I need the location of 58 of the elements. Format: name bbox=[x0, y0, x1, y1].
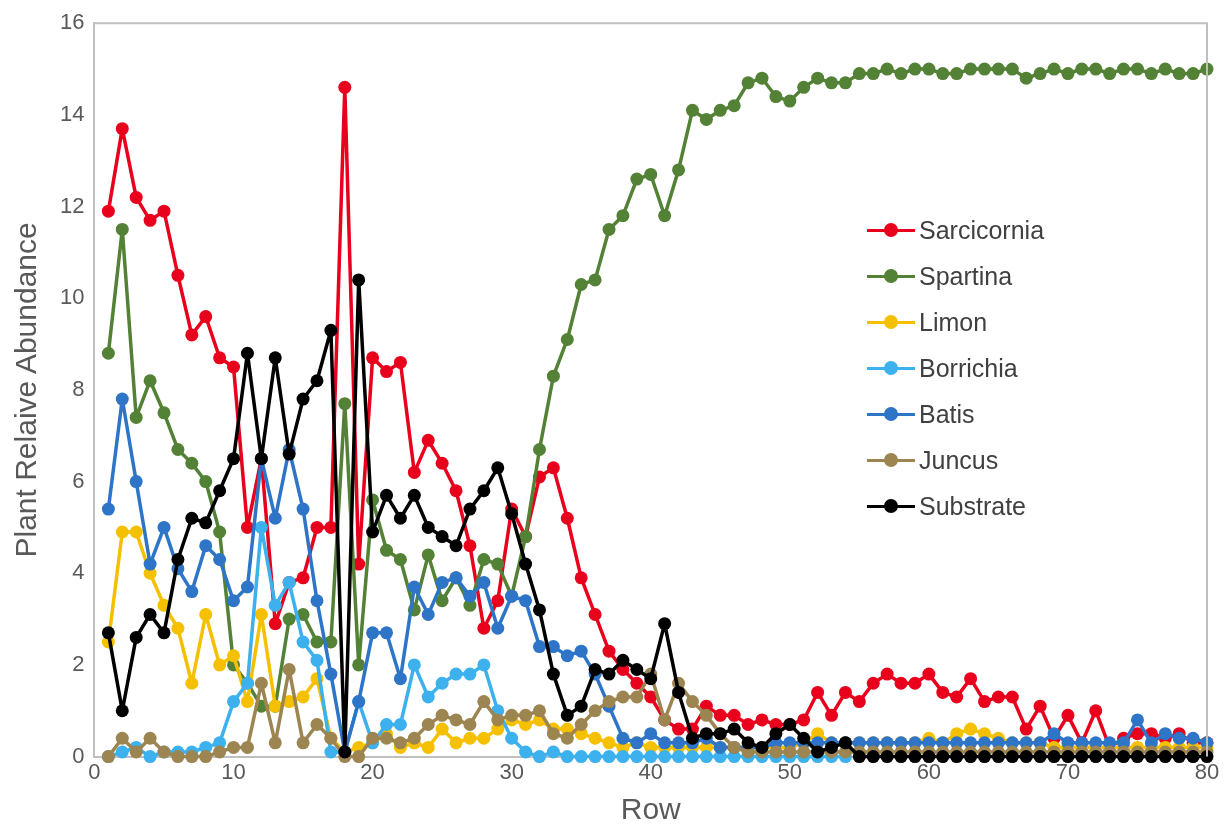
y-tick-label: 2 bbox=[72, 650, 85, 676]
point bbox=[296, 635, 310, 649]
y-tick-label: 0 bbox=[72, 742, 85, 768]
y-tick-label: 8 bbox=[72, 375, 85, 401]
point bbox=[227, 695, 241, 709]
point bbox=[435, 676, 449, 690]
legend-label: Limon bbox=[919, 306, 988, 338]
point bbox=[630, 750, 644, 764]
point bbox=[588, 750, 602, 764]
y-tick-label: 16 bbox=[59, 9, 85, 35]
point bbox=[407, 658, 421, 672]
point bbox=[685, 750, 699, 764]
x-axis-title: Row bbox=[620, 792, 682, 826]
legend-label: Borrichia bbox=[919, 352, 1018, 384]
point bbox=[380, 718, 394, 732]
point bbox=[393, 718, 407, 732]
point bbox=[310, 653, 324, 667]
point bbox=[560, 750, 574, 764]
legend-label: Spartina bbox=[919, 260, 1013, 292]
point bbox=[519, 745, 533, 759]
point bbox=[532, 750, 546, 764]
y-tick-label: 6 bbox=[72, 467, 85, 493]
point bbox=[616, 750, 630, 764]
point bbox=[324, 745, 338, 759]
x-tick-label: 50 bbox=[777, 758, 803, 784]
y-axis-title: Plant Relaive Abundance bbox=[9, 222, 43, 558]
point bbox=[268, 598, 282, 612]
point bbox=[574, 750, 588, 764]
x-tick-label: 30 bbox=[499, 758, 524, 784]
point bbox=[505, 731, 519, 745]
x-tick-label: 60 bbox=[916, 758, 942, 784]
point bbox=[254, 520, 268, 534]
point bbox=[421, 690, 435, 704]
x-tick-label: 80 bbox=[1194, 758, 1220, 784]
point bbox=[602, 750, 616, 764]
point bbox=[477, 658, 491, 672]
point bbox=[115, 745, 129, 759]
point bbox=[644, 750, 658, 764]
point bbox=[463, 667, 477, 681]
x-tick-label: 40 bbox=[638, 758, 663, 784]
point bbox=[143, 750, 157, 764]
point bbox=[658, 750, 672, 764]
legend-label: Sarcicornia bbox=[919, 214, 1045, 246]
x-tick-label: 20 bbox=[360, 758, 385, 784]
point bbox=[699, 750, 713, 764]
legend-label: Juncus bbox=[919, 444, 999, 476]
y-tick-label: 4 bbox=[72, 559, 85, 585]
y-tick-label: 14 bbox=[59, 100, 85, 126]
legend-label: Batis bbox=[919, 398, 975, 430]
point bbox=[672, 750, 686, 764]
y-tick-label: 10 bbox=[59, 284, 85, 310]
x-tick-label: 10 bbox=[221, 758, 246, 784]
y-tick-label: 12 bbox=[59, 192, 85, 218]
x-tick-label: 70 bbox=[1055, 758, 1081, 784]
point bbox=[449, 667, 463, 681]
legend-label: Substrate bbox=[919, 490, 1027, 522]
point bbox=[546, 745, 560, 759]
x-tick-label: 0 bbox=[88, 758, 101, 784]
